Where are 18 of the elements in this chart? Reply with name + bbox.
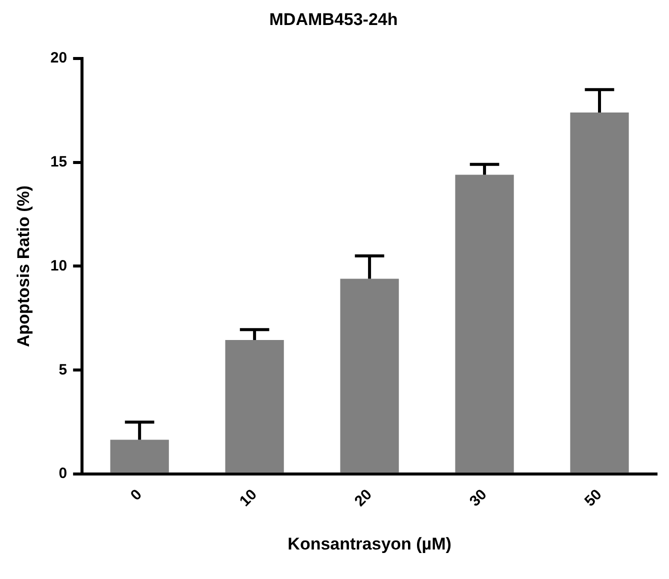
bar	[455, 174, 514, 473]
x-tick-label: 10	[236, 486, 260, 510]
y-tick-label: 10	[50, 257, 68, 274]
bar	[570, 112, 629, 473]
bar	[110, 440, 169, 473]
x-axis-title: Konsantrasyon (µM)	[288, 534, 452, 554]
y-tick-label: 0	[58, 465, 68, 482]
y-tick-label: 20	[50, 50, 68, 67]
chart-title: MDAMB453-24h	[269, 10, 398, 29]
x-tick-label: 20	[351, 486, 376, 510]
x-tick-label: 30	[466, 486, 490, 510]
x-tick-label: 50	[581, 486, 606, 510]
y-tick-label: 5	[58, 361, 68, 378]
y-axis-title: Apoptosis Ratio (%)	[14, 185, 33, 347]
x-tick-label: 0	[127, 486, 146, 504]
bar	[340, 278, 399, 473]
bar	[225, 340, 284, 473]
y-tick-label: 15	[50, 153, 68, 170]
